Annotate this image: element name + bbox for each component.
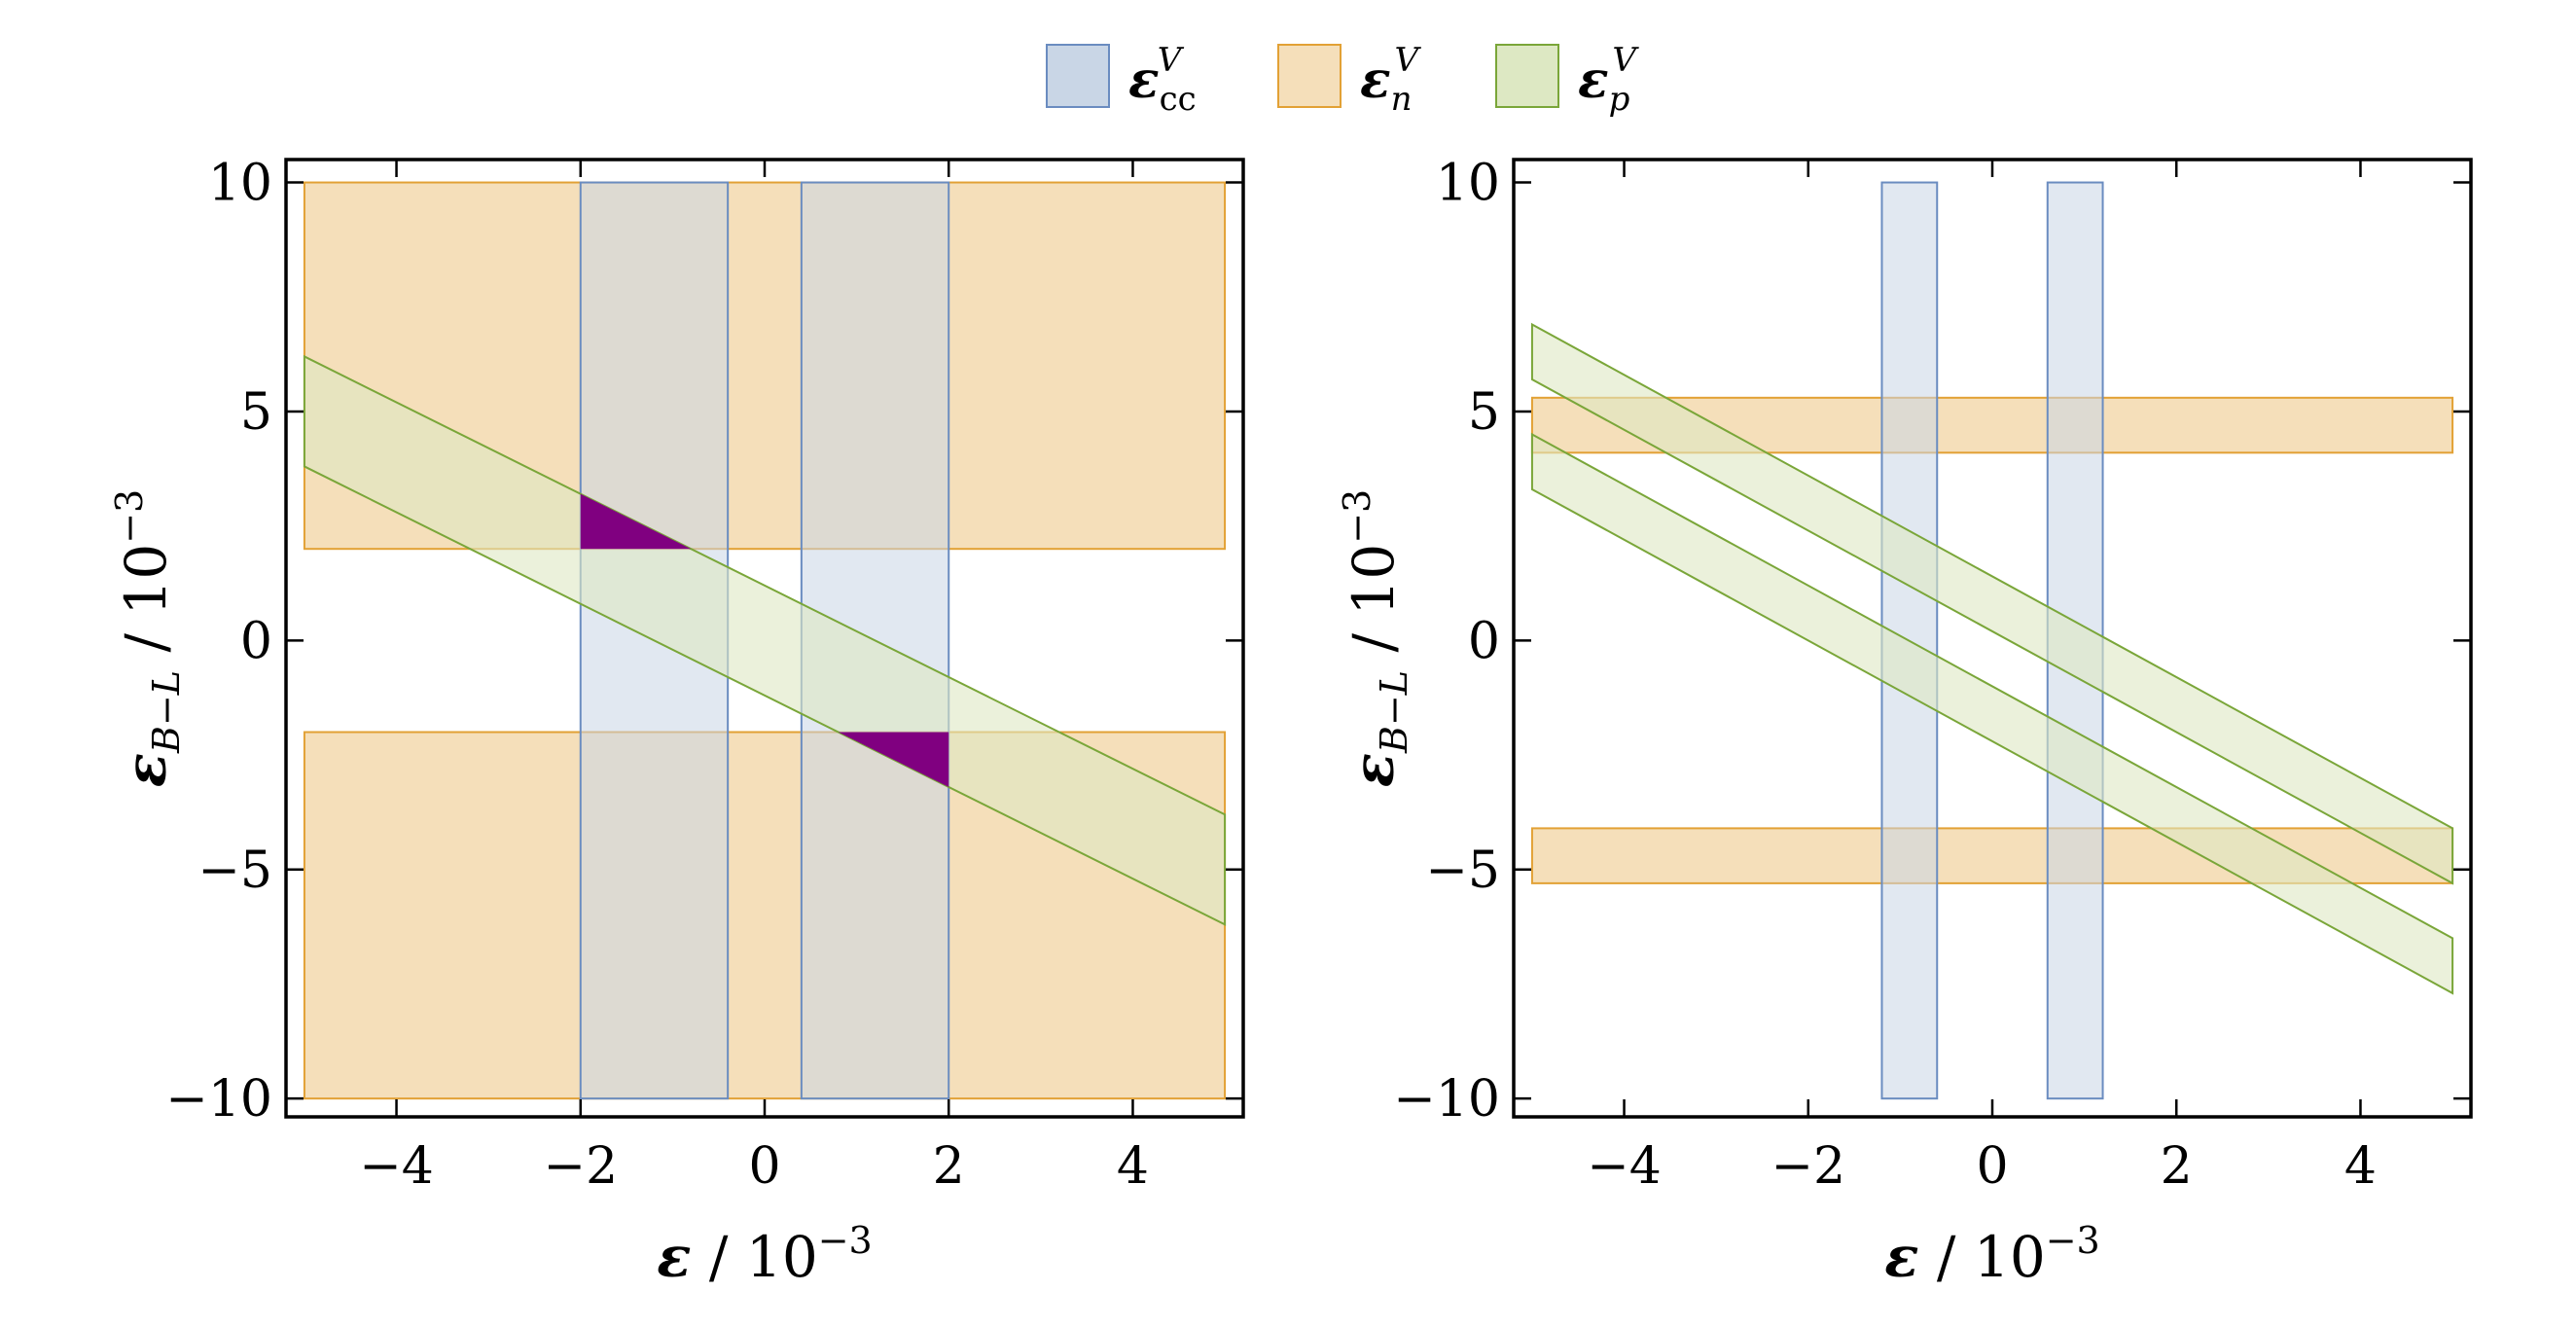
legend: εccV εnV εpV bbox=[1046, 41, 1639, 119]
left-y-tick-label-0: −10 bbox=[165, 1070, 272, 1129]
left-y-axis-label-exp: −3 bbox=[108, 489, 151, 544]
left-plot-regions bbox=[303, 181, 1227, 1100]
right-y-tick-label-2: 0 bbox=[1468, 612, 1500, 670]
legend-label-p-sup: V bbox=[1612, 41, 1639, 80]
svg-text:εpV: εpV bbox=[1578, 41, 1639, 119]
left-y-tick-label-4: 10 bbox=[208, 155, 272, 213]
left-y-tick-label-3: 5 bbox=[240, 383, 272, 442]
left-x-tick-label-1: −2 bbox=[543, 1137, 618, 1196]
svg-text:εnV: εnV bbox=[1360, 41, 1422, 119]
left-y-axis-label-sub: B−L bbox=[145, 670, 188, 754]
right-p-band-0 bbox=[1530, 322, 2454, 885]
legend-label-n-sup: V bbox=[1395, 41, 1422, 80]
left-x-axis-label: ε / 10−3 bbox=[657, 1219, 873, 1290]
right-x-axis-label-unit: / 10 bbox=[1919, 1224, 2046, 1290]
right-y-axis-label-sub: B−L bbox=[1373, 670, 1415, 754]
legend-swatch-p bbox=[1495, 44, 1559, 108]
left-highlight-region-1 bbox=[838, 732, 949, 788]
legend-label-cc-sup: V bbox=[1158, 41, 1185, 80]
right-y-axis-label-exp: −3 bbox=[1336, 489, 1378, 544]
left-y-axis-label-unit: / 10 bbox=[113, 544, 179, 670]
left-ticks: −4 −2 0 2 4 −10 −5 0 5 10 bbox=[165, 155, 1243, 1196]
right-x-tick-label-1: −2 bbox=[1771, 1137, 1845, 1196]
right-x-axis-label: ε / 10−3 bbox=[1884, 1219, 2100, 1290]
legend-label-cc-sub: cc bbox=[1160, 80, 1197, 119]
legend-item-cc: εccV bbox=[1046, 41, 1197, 119]
right-plot-regions bbox=[1530, 181, 2454, 1100]
right-x-tick-label-2: 0 bbox=[1976, 1137, 2008, 1196]
legend-item-p: εpV bbox=[1495, 41, 1639, 119]
left-p-band-0 bbox=[303, 354, 1227, 926]
legend-label-cc-symbol: ε bbox=[1128, 51, 1160, 110]
right-x-tick-label-0: −4 bbox=[1587, 1137, 1662, 1196]
right-y-axis-label-unit: / 10 bbox=[1341, 544, 1407, 670]
left-x-axis-label-exp: −3 bbox=[818, 1219, 873, 1262]
right-x-axis-label-symbol: ε bbox=[1884, 1224, 1918, 1290]
right-p-band-1 bbox=[1530, 432, 2454, 995]
right-y-axis-label: εB−L / 10−3 bbox=[1336, 489, 1415, 788]
left-y-axis-label: εB−L / 10−3 bbox=[108, 489, 188, 788]
right-plot-frame bbox=[1512, 158, 2473, 1119]
right-y-axis-label-symbol: ε bbox=[1341, 753, 1407, 787]
left-y-tick-label-2: 0 bbox=[240, 612, 272, 670]
left-x-axis-label-symbol: ε bbox=[657, 1224, 691, 1290]
legend-swatch-cc bbox=[1046, 44, 1110, 108]
legend-item-n: εnV bbox=[1277, 41, 1422, 119]
legend-label-n-sub: n bbox=[1391, 80, 1413, 119]
right-y-tick-label-4: 10 bbox=[1436, 155, 1500, 213]
left-highlight-region-0 bbox=[580, 493, 692, 550]
right-y-tick-label-3: 5 bbox=[1468, 383, 1500, 442]
legend-label-p-symbol: ε bbox=[1578, 51, 1609, 110]
right-x-axis-label-exp: −3 bbox=[2046, 1219, 2100, 1262]
legend-label-p-sub: p bbox=[1609, 80, 1630, 119]
right-y-tick-label-1: −5 bbox=[1425, 842, 1500, 900]
right-x-tick-label-4: 4 bbox=[2344, 1137, 2377, 1196]
legend-swatch-n bbox=[1277, 44, 1342, 108]
left-x-tick-label-4: 4 bbox=[1117, 1137, 1149, 1196]
right-ticks: −4 −2 0 2 4 −10 −5 0 5 10 bbox=[1393, 155, 2471, 1196]
left-x-tick-label-3: 2 bbox=[933, 1137, 965, 1196]
right-x-tick-label-3: 2 bbox=[2161, 1137, 2193, 1196]
right-y-tick-label-0: −10 bbox=[1393, 1070, 1500, 1129]
left-x-tick-label-2: 0 bbox=[748, 1137, 780, 1196]
left-x-tick-label-0: −4 bbox=[359, 1137, 434, 1196]
svg-text:εccV: εccV bbox=[1128, 41, 1197, 119]
legend-label-n-symbol: ε bbox=[1360, 51, 1391, 110]
left-y-axis-label-symbol: ε bbox=[113, 753, 179, 787]
left-x-axis-label-unit: / 10 bbox=[692, 1224, 818, 1290]
left-y-tick-label-1: −5 bbox=[197, 842, 272, 900]
